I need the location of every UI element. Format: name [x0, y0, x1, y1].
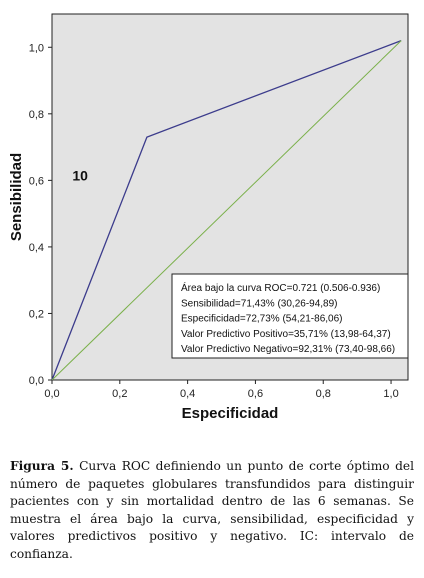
x-axis-ticks: 0,0 0,2 0,4 0,6 0,8 1,0 [44, 380, 399, 400]
stats-line: Especificidad=72,73% (54,21-86,06) [181, 314, 343, 325]
roc-chart-svg: 0,0 0,2 0,4 0,6 0,8 1,0 0,0 0,2 0,4 0,6 0,8 1,0 10… [8, 13, 409, 422]
x-axis-label: Especificidad [182, 405, 279, 422]
figure-caption: Figura 5. Curva ROC definiendo un punto … [10, 458, 414, 564]
x-tick-label: 0,4 [180, 388, 195, 400]
y-tick-label: 0,6 [29, 175, 44, 187]
annotation-label: 10 [72, 167, 88, 183]
series-layer [51, 39, 402, 381]
x-tick-label: 0,0 [44, 388, 59, 400]
series-line [51, 40, 402, 381]
x-tick-label: 0,6 [248, 388, 263, 400]
stats-line: Valor Predictivo Positivo=35,71% (13,98-… [181, 329, 391, 340]
series-line [51, 39, 402, 381]
stats-box: Área bajo la curva ROC=0.721 (0.506-0.93… [171, 273, 409, 359]
caption-label: Figura 5. [10, 459, 74, 473]
stats-line: Área bajo la curva ROC=0.721 (0.506-0.93… [181, 281, 380, 294]
roc-chart: 0,0 0,2 0,4 0,6 0,8 1,0 0,0 0,2 0,4 0,6 0,8 1,0 10… [8, 13, 409, 422]
stats-line: Valor Predictivo Negativo=92,31% (73,40-… [181, 344, 395, 355]
x-tick-label: 0,2 [112, 388, 127, 400]
x-tick-label: 1,0 [383, 388, 398, 400]
y-tick-label: 1,0 [29, 42, 44, 54]
y-tick-label: 0,4 [29, 242, 44, 254]
y-axis-label: Sensibilidad [8, 153, 25, 241]
y-tick-label: 0,0 [29, 375, 44, 387]
stats-line: Sensibilidad=71,43% (30,26-94,89) [181, 298, 338, 309]
y-tick-label: 0,8 [29, 109, 44, 121]
caption-text: Curva ROC definiendo un punto de corte ó… [10, 459, 414, 561]
y-axis-ticks: 0,0 0,2 0,4 0,6 0,8 1,0 [29, 42, 52, 387]
x-tick-label: 0,8 [316, 388, 331, 400]
y-tick-label: 0,2 [29, 308, 44, 320]
stats-box-frame [171, 273, 409, 359]
